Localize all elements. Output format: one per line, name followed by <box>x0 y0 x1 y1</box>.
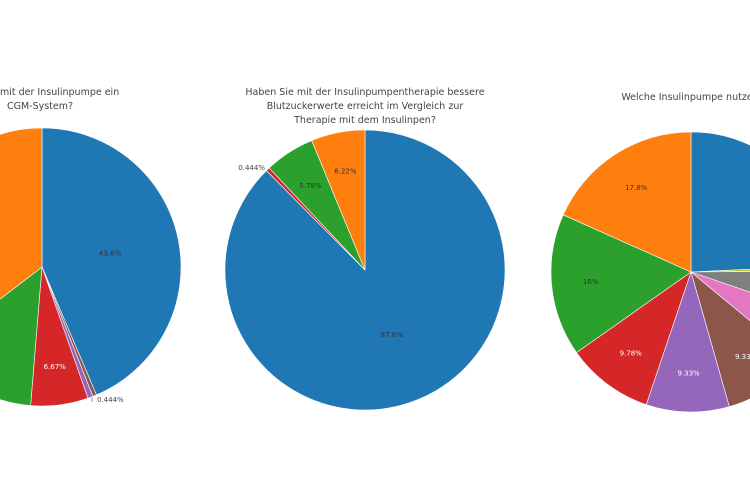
chart-2-title-line: Haben Sie mit der Insulinpumpentherapie … <box>245 87 485 98</box>
slice-label: 9.78% <box>620 349 643 357</box>
slice-label: 17.8% <box>625 184 648 192</box>
pie-slice[interactable] <box>41 127 182 396</box>
pie-chart-blood-sugar: 87.6% 0.444% 5.78% 6.22% <box>224 129 506 411</box>
chart-1-title: ammen mit der Insulinpumpe ein CGM-Syste… <box>0 86 160 114</box>
pie-chart-pump-model: 23.6%9.33%9.33%9.78%16%17.8% <box>550 131 750 413</box>
pie-slice[interactable] <box>690 266 750 273</box>
chart-2-title-line: Therapie mit dem Insulinpen? <box>294 115 436 126</box>
pie-slice[interactable] <box>562 131 692 273</box>
pie-slice[interactable] <box>550 214 692 353</box>
slice-label: 5.78% <box>299 182 322 190</box>
chart-2-title: Haben Sie mit der Insulinpumpentherapie … <box>225 86 505 128</box>
pie-chart-cgm: 43.6% 0.444% 6.67% <box>0 127 182 407</box>
pie-slice[interactable] <box>576 271 692 406</box>
slice-label: 87.6% <box>381 331 404 339</box>
pie-slice[interactable] <box>645 270 730 413</box>
slice-label: 16% <box>583 278 599 286</box>
pie-slice[interactable] <box>690 271 750 408</box>
pie-slice[interactable] <box>690 131 750 273</box>
chart-3-title-line: Welche Insulinpumpe nutzen <box>621 92 750 103</box>
chart-1-title-line: ammen mit der Insulinpumpe ein <box>0 87 120 98</box>
slice-label: 6.67% <box>44 363 67 371</box>
slice-label: 43.6% <box>99 250 122 258</box>
pie-slice[interactable] <box>0 127 43 351</box>
chart-1-title-line: CGM-System? <box>6 101 74 112</box>
slice-label: 9.33% <box>677 369 700 377</box>
slice-label: 0.444% <box>238 164 265 172</box>
pie-slice[interactable] <box>0 266 43 406</box>
chart-3-title: Welche Insulinpumpe nutzen <box>560 91 750 105</box>
slice-label: 0.444% <box>97 396 124 404</box>
pie-slice[interactable] <box>311 129 366 271</box>
chart-2-title-line: Blutzuckerwerte erreicht im Vergleich zu… <box>266 101 464 112</box>
slice-label: 6.22% <box>334 168 357 176</box>
slice-label: 9.33% <box>735 353 750 361</box>
